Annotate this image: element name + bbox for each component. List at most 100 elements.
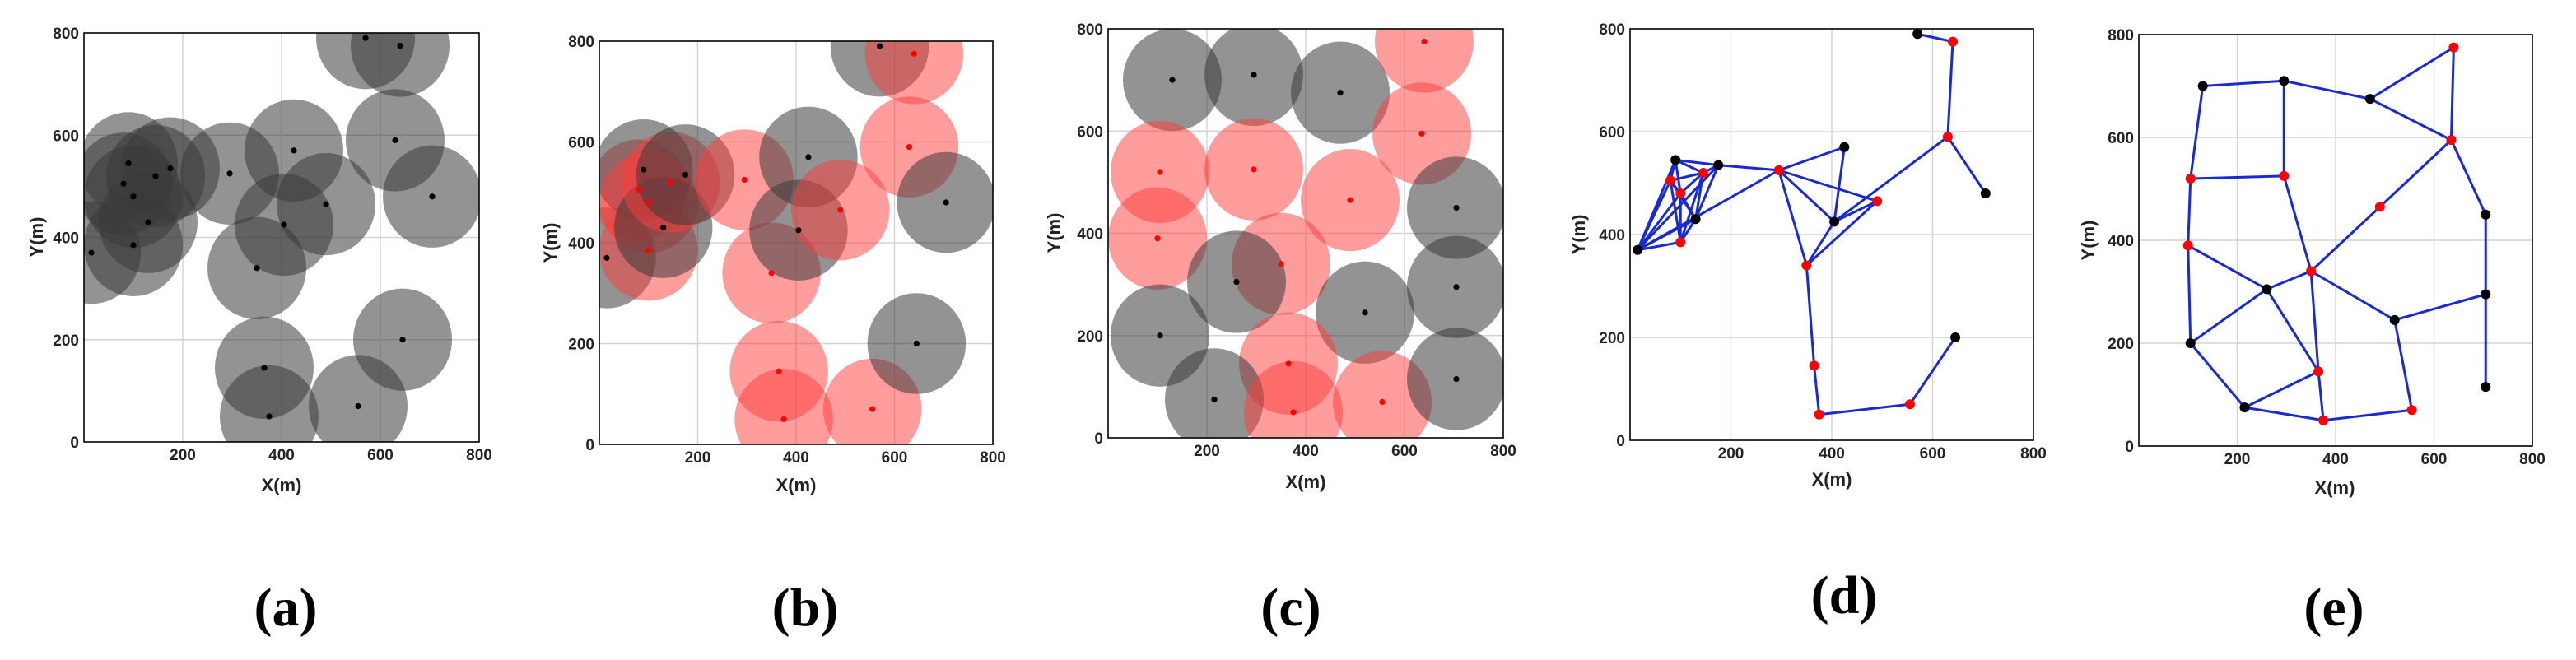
disks-b xyxy=(599,41,993,444)
node-a-19 xyxy=(399,337,406,343)
plot-frame-b xyxy=(599,40,994,445)
edge-d-19 xyxy=(1694,172,1705,220)
y-tick-label-800-e: 800 xyxy=(2108,27,2134,44)
disks-c xyxy=(1108,29,1503,438)
y-axis-label-a: Y(m) xyxy=(26,217,47,258)
edge-e-21 xyxy=(2310,270,2396,322)
y-tick-label-200-b: 200 xyxy=(568,337,594,354)
node-e-18 xyxy=(2406,405,2417,416)
coverage-disk-a-11 xyxy=(220,365,319,442)
node-d-1 xyxy=(1665,175,1675,186)
grid-e xyxy=(2139,35,2532,446)
node-a-14 xyxy=(323,201,329,207)
node-d-11 xyxy=(1814,409,1824,420)
node-a-13 xyxy=(291,147,297,154)
edge-e-3 xyxy=(2369,46,2455,100)
edge-d-26 xyxy=(1778,169,1878,202)
node-e-5 xyxy=(2279,170,2290,181)
ticks-c: 200 400 600 800 0 200 400 600 800 xyxy=(1077,21,1516,460)
y-tick-label-400-a: 400 xyxy=(53,230,79,248)
nodes-e xyxy=(2182,42,2491,425)
node-e-0 xyxy=(2197,81,2208,91)
node-e-16 xyxy=(2239,402,2250,413)
node-d-6 xyxy=(1698,168,1708,178)
node-c-18 xyxy=(1379,398,1386,406)
edge-e-25 xyxy=(2189,342,2246,409)
y-tick-label-800-a: 800 xyxy=(53,26,79,43)
node-d-3 xyxy=(1675,188,1686,198)
edge-e-24 xyxy=(2244,406,2324,422)
panel-label-d: (d) xyxy=(1811,565,1878,625)
node-c-15 xyxy=(1285,360,1292,367)
node-b-15 xyxy=(869,406,876,412)
node-c-4 xyxy=(1157,169,1163,175)
x-tick-label-600-a: 600 xyxy=(367,447,394,464)
y-tick-label-0-a: 0 xyxy=(70,435,79,452)
node-e-3 xyxy=(2448,42,2459,53)
y-tick-label-600-b: 600 xyxy=(568,135,594,152)
plot-frame-d xyxy=(1629,28,2034,441)
edge-e-22 xyxy=(2393,319,2414,411)
node-d-17 xyxy=(1942,132,1953,142)
edge-d-5 xyxy=(1637,164,1720,251)
panel-e: 200 400 600 800 0 200 400 600 800 X(m) Y(m) (e) xyxy=(2078,27,2546,638)
y-tick-label-800-d: 800 xyxy=(1599,21,1625,39)
y-tick-label-600-d: 600 xyxy=(1599,124,1625,142)
y-tick-label-0-c: 0 xyxy=(1094,430,1103,448)
node-e-15 xyxy=(2313,366,2324,377)
node-c-11 xyxy=(1233,278,1240,286)
node-b-11 xyxy=(780,416,787,422)
edge-d-1 xyxy=(1636,159,1677,251)
edges-e xyxy=(2187,46,2487,422)
edge-d-24 xyxy=(1777,169,1836,223)
panel-label-a: (a) xyxy=(254,578,318,638)
ticks-a: 200 400 600 800 0 200 400 600 800 xyxy=(53,26,492,464)
edge-e-2 xyxy=(2369,97,2453,142)
y-axis-label-b: Y(m) xyxy=(540,223,561,263)
y-tick-label-800-c: 800 xyxy=(1077,21,1103,39)
edge-d-8 xyxy=(1669,180,1682,243)
y-tick-label-400-e: 400 xyxy=(2108,233,2134,250)
coverage-disk-c-17 xyxy=(1244,360,1343,438)
panel-label-c: (c) xyxy=(1260,578,1321,638)
node-c-12 xyxy=(1453,284,1460,290)
x-tick-label-200-d: 200 xyxy=(1718,445,1745,462)
coverage-disk-c-18 xyxy=(1333,351,1432,438)
disks-a xyxy=(84,33,479,442)
node-a-5 xyxy=(145,219,151,225)
node-c-9 xyxy=(1453,204,1460,211)
y-tick-label-0-b: 0 xyxy=(585,437,594,454)
edge-d-38 xyxy=(1917,32,1954,44)
x-axis-label-e: X(m) xyxy=(2315,477,2355,498)
node-b-14 xyxy=(837,207,844,213)
node-a-7 xyxy=(167,165,174,172)
edge-d-23 xyxy=(1718,164,1779,172)
node-b-1 xyxy=(636,187,642,193)
y-tick-label-600-c: 600 xyxy=(1077,123,1103,141)
node-e-6 xyxy=(2446,135,2457,146)
node-b-9 xyxy=(768,270,775,277)
node-b-6 xyxy=(668,179,674,186)
edge-d-35 xyxy=(1833,200,1878,223)
y-tick-label-600-e: 600 xyxy=(2108,130,2134,147)
node-d-19 xyxy=(1950,332,1961,342)
edge-d-37 xyxy=(1946,41,1954,137)
y-tick-label-400-c: 400 xyxy=(1077,226,1103,244)
x-tick-label-800-b: 800 xyxy=(980,449,1006,467)
node-c-7 xyxy=(1154,235,1161,242)
node-a-1 xyxy=(120,180,127,187)
edge-e-15 xyxy=(2310,206,2381,272)
plot-frame-a xyxy=(83,32,480,443)
node-b-16 xyxy=(876,43,883,49)
node-b-8 xyxy=(741,176,748,184)
node-a-17 xyxy=(392,137,398,144)
panel-b: 200 400 600 800 0 200 400 600 800 X(m) Y(m) (b) xyxy=(540,34,1006,638)
edge-e-17 xyxy=(2450,139,2487,216)
x-axis-label-c: X(m) xyxy=(1286,472,1326,492)
edge-e-26 xyxy=(2317,371,2325,421)
edge-e-12 xyxy=(2189,288,2268,345)
node-c-2 xyxy=(1337,90,1344,96)
node-c-19 xyxy=(1453,375,1460,383)
node-a-20 xyxy=(429,193,436,200)
x-tick-label-400-c: 400 xyxy=(1293,443,1319,460)
